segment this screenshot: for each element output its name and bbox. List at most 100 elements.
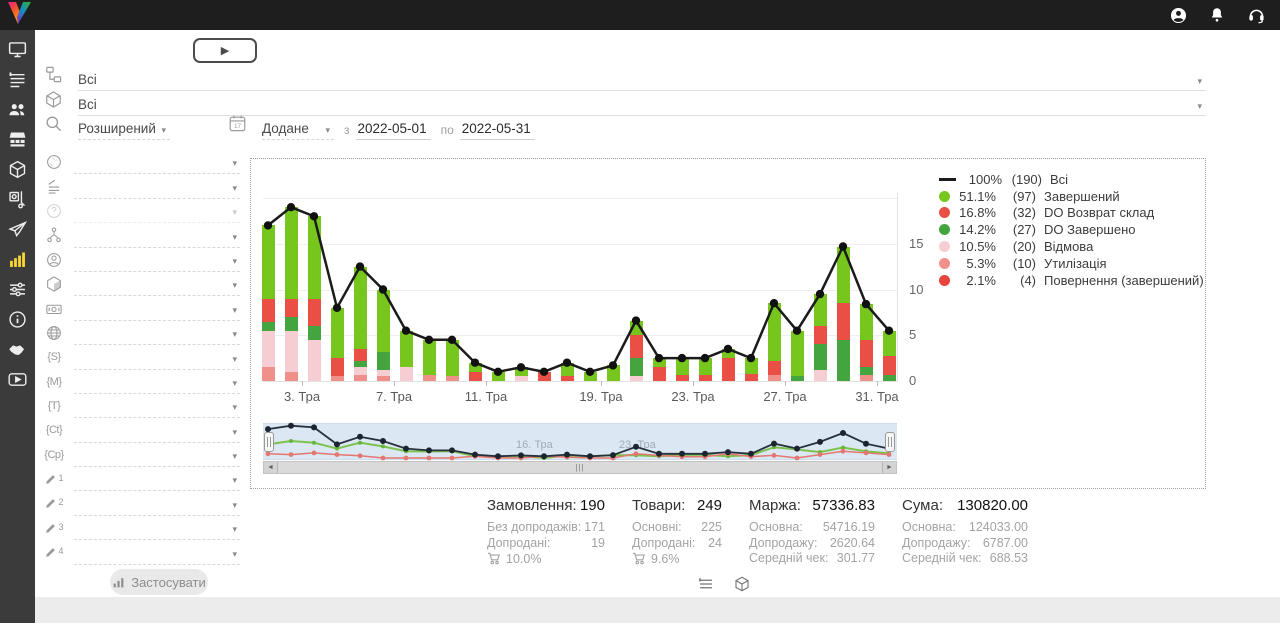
bar-3. Тра[interactable] [307, 216, 321, 381]
brush-right-handle[interactable] [885, 432, 895, 452]
bar-13. Тра[interactable] [537, 371, 551, 381]
bar-10. Тра[interactable] [468, 362, 482, 381]
filter-row-utm-source[interactable]: {S} ▾ [44, 345, 240, 370]
chevron-down-icon[interactable]: ▾ [232, 426, 237, 437]
chevron-down-icon[interactable]: ▾ [1197, 76, 1202, 86]
product-select[interactable]: Всі ▾ [78, 97, 1206, 116]
supply-handtruck-icon[interactable] [6, 187, 30, 211]
notifications-bell-icon[interactable] [1207, 5, 1227, 25]
bar-8. Тра[interactable] [422, 339, 436, 381]
brush-left-handle[interactable] [264, 432, 274, 452]
bar-25. Тра[interactable] [744, 358, 758, 381]
filter-row-manager[interactable]: ▾ [44, 248, 240, 272]
analytics-chart-icon-active[interactable] [6, 247, 30, 271]
filter-row-country[interactable]: ▾ [44, 150, 240, 175]
chart-navigator-brush[interactable]: 16. Тра 23. Тра [263, 422, 897, 461]
legend-item-completed[interactable]: 51.1% (97) Завершений [939, 188, 1204, 205]
bar-11. Тра[interactable] [491, 371, 505, 381]
bar-4. Тра[interactable] [330, 307, 344, 381]
filter-row-hierarchy[interactable]: ▾ [44, 223, 240, 248]
bar-19. Тра[interactable] [606, 365, 620, 381]
chevron-down-icon[interactable]: ▾ [232, 548, 237, 559]
scroll-right-arrow-icon[interactable]: ► [886, 464, 893, 471]
user-account-icon[interactable] [1168, 5, 1188, 25]
bar-31. Тра[interactable] [882, 330, 896, 381]
bar-30. Тра[interactable] [859, 304, 873, 381]
filter-row-utm-term[interactable]: {T} ▾ [44, 394, 240, 419]
bar-23. Тра[interactable] [698, 358, 712, 381]
box-view-icon[interactable] [733, 575, 751, 593]
chevron-down-icon[interactable]: ▾ [232, 353, 237, 364]
bar-7. Тра[interactable] [399, 330, 413, 381]
bar-9. Тра[interactable] [445, 339, 459, 381]
bar-28. Тра[interactable] [813, 294, 827, 381]
legend-item-do-completed[interactable]: 14.2% (27) DO Завершено [939, 221, 1204, 238]
chevron-down-icon[interactable]: ▾ [232, 451, 237, 462]
chevron-down-icon[interactable]: ▾ [1197, 101, 1202, 111]
filter-row-utm-content[interactable]: {Ct} ▾ [44, 418, 240, 443]
video-tutorial-button[interactable]: ▶ [193, 38, 257, 63]
chevron-down-icon[interactable]: ▾ [325, 125, 330, 135]
date-from-input[interactable]: 2022-05-01 [355, 121, 431, 140]
bar-12. Тра[interactable] [514, 367, 528, 381]
bar-18. Тра[interactable] [583, 371, 597, 381]
legend-item-refusal[interactable]: 10.5% (20) Відмова [939, 238, 1204, 255]
bar-22. Тра[interactable] [675, 358, 689, 381]
filter-row-product-type[interactable]: ▾ [44, 272, 240, 297]
chevron-down-icon[interactable]: ▾ [232, 475, 237, 486]
chevron-down-icon[interactable]: ▾ [232, 524, 237, 535]
legend-item-all[interactable]: 100% (190) Всі [939, 171, 1204, 188]
list-view-icon[interactable] [697, 575, 715, 593]
chevron-down-icon[interactable]: ▾ [232, 207, 237, 218]
horizontal-scrollbar[interactable]: ◄ ||| ► [263, 461, 897, 474]
date-field-select[interactable]: Додане ▾ [262, 121, 334, 140]
apply-filters-button[interactable]: Застосувати [110, 569, 208, 595]
video-tutorials-icon[interactable] [6, 367, 30, 391]
bar-16. Тра[interactable] [560, 362, 574, 381]
filter-row-payment[interactable]: ▾ [44, 296, 240, 321]
legend-item-do-return[interactable]: 16.8% (32) DO Возврат склад [939, 205, 1204, 222]
filter-row-utm-campaign[interactable]: {Cp} ▾ [44, 443, 240, 468]
orders-list-icon[interactable] [6, 67, 30, 91]
chevron-down-icon[interactable]: ▾ [232, 329, 237, 340]
support-headset-icon[interactable] [1246, 5, 1266, 25]
bar-24. Тра[interactable] [721, 348, 735, 381]
filter-row-custom-2[interactable]: 2 ▾ [44, 491, 240, 516]
scrollbar-thumb[interactable]: ||| [277, 462, 883, 473]
chevron-down-icon[interactable]: ▾ [232, 377, 237, 388]
bar-5. Тра[interactable] [353, 266, 367, 381]
scroll-left-arrow-icon[interactable]: ◄ [267, 464, 274, 471]
chevron-down-icon[interactable]: ▾ [232, 402, 237, 413]
chevron-down-icon[interactable]: ▾ [161, 125, 166, 135]
filter-row-question[interactable]: ▾ [44, 199, 240, 224]
chevron-down-icon[interactable]: ▾ [232, 182, 237, 193]
chevron-down-icon[interactable]: ▾ [232, 499, 237, 510]
info-icon[interactable] [6, 307, 30, 331]
filter-row-source[interactable]: ▾ [44, 321, 240, 346]
chevron-down-icon[interactable]: ▾ [232, 255, 237, 266]
store-icon[interactable] [6, 127, 30, 151]
customers-people-icon[interactable] [6, 97, 30, 121]
chevron-down-icon[interactable]: ▾ [232, 231, 237, 242]
category-select[interactable]: Всі ▾ [78, 72, 1206, 91]
marketing-send-icon[interactable] [6, 217, 30, 241]
bar-1. Тра[interactable] [261, 225, 275, 381]
app-logo-icon[interactable] [7, 0, 32, 31]
dashboard-monitor-icon[interactable] [6, 37, 30, 61]
settings-sliders-icon[interactable] [6, 277, 30, 301]
filter-row-custom-1[interactable]: 1 ▾ [44, 467, 240, 492]
bar-6. Тра[interactable] [376, 289, 390, 381]
search-mode-select[interactable]: Розширений ▾ [78, 121, 170, 140]
filter-row-custom-3[interactable]: 3 ▾ [44, 516, 240, 541]
filter-row-utm-medium[interactable]: {M} ▾ [44, 370, 240, 394]
products-package-icon[interactable] [6, 157, 30, 181]
bar-21. Тра[interactable] [652, 358, 666, 381]
bar-2. Тра[interactable] [284, 207, 298, 381]
chevron-down-icon[interactable]: ▾ [232, 158, 237, 169]
chevron-down-icon[interactable]: ▾ [232, 280, 237, 291]
legend-item-return-completed[interactable]: 2.1% (4) Повернення (завершений) [939, 272, 1204, 289]
bar-27. Тра[interactable] [790, 330, 804, 381]
chevron-down-icon[interactable]: ▾ [232, 304, 237, 315]
filter-row-status-lines[interactable]: ▾ [44, 174, 240, 199]
bar-29. Тра[interactable] [836, 246, 850, 381]
